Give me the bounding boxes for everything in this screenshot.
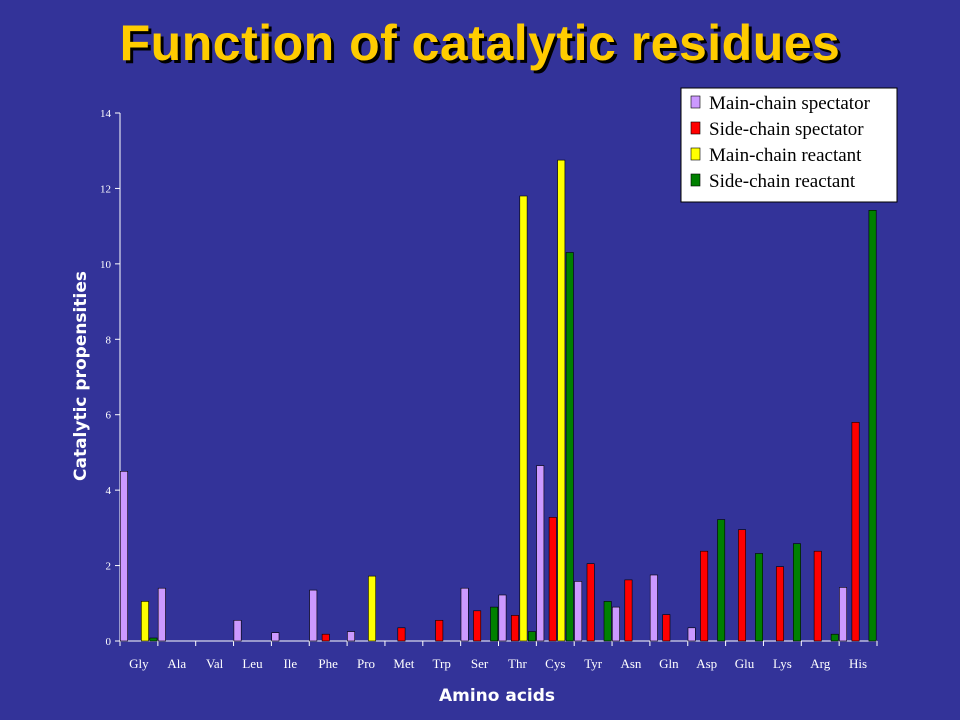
- y-tick-label: 4: [106, 485, 112, 497]
- x-tick-label: Thr: [508, 656, 527, 671]
- x-tick-label: Gln: [659, 656, 679, 671]
- legend-label: Side-chain spectator: [709, 119, 864, 140]
- bar-side-chain-reactant-ser: [490, 606, 499, 642]
- bar-main-chain-spectator-ile: [271, 632, 280, 642]
- bar-main-chain-spectator-gly: [120, 470, 128, 642]
- legend-label: Main-chain reactant: [709, 145, 862, 166]
- bar-main-chain-reactant-gly: [141, 601, 149, 642]
- legend: Main-chain spectator Side-chain spectator…: [680, 87, 898, 203]
- bar-side-chain-spectator-asp: [700, 550, 709, 642]
- bar-main-chain-reactant-thr: [519, 195, 528, 642]
- x-tick-label: Lys: [773, 656, 792, 671]
- bar-main-chain-spectator-tyr: [574, 581, 583, 642]
- bar-main-chain-reactant-pro: [368, 575, 376, 642]
- x-tick-label: Met: [393, 656, 414, 671]
- x-tick-label: Ile: [283, 656, 297, 671]
- legend-label: Side-chain reactant: [709, 171, 856, 192]
- bar-side-chain-spectator-asn: [624, 579, 633, 642]
- x-tick-label: Asp: [696, 656, 717, 671]
- x-tick-label: Pro: [357, 656, 375, 671]
- y-tick-label: 6: [106, 410, 112, 422]
- bar-main-chain-spectator-thr: [498, 594, 507, 642]
- x-tick-label: Ala: [167, 656, 186, 671]
- bar-side-chain-spectator-gln: [662, 614, 671, 642]
- x-tick-label: Leu: [242, 656, 263, 671]
- bar-main-chain-spectator-cys: [536, 465, 545, 642]
- y-tick-label: 14: [100, 108, 112, 120]
- x-tick-label: Val: [206, 656, 224, 671]
- bar-main-chain-spectator-gln: [649, 574, 658, 642]
- legend-swatch: [690, 121, 701, 135]
- legend-label: Main-chain spectator: [709, 93, 871, 114]
- y-tick-label: 0: [106, 636, 112, 648]
- bar-main-chain-spectator-ser: [460, 587, 469, 642]
- x-tick-label: Phe: [318, 656, 338, 671]
- bar-side-chain-spectator-ser: [473, 610, 482, 642]
- bar-side-chain-reactant-thr: [527, 631, 536, 642]
- bar-side-chain-reactant-lys: [792, 543, 801, 642]
- x-tick-label: Arg: [810, 656, 830, 671]
- bar-side-chain-reactant-tyr: [603, 601, 612, 642]
- x-tick-label: His: [849, 656, 867, 671]
- bar-main-chain-spectator-asp: [687, 627, 696, 642]
- bar-side-chain-spectator-glu: [738, 529, 747, 642]
- bar-side-chain-spectator-arg: [813, 550, 822, 642]
- bar-main-chain-reactant-cys: [557, 159, 566, 642]
- bar-side-chain-reactant-his: [868, 210, 877, 642]
- bar-main-chain-spectator-pro: [347, 631, 355, 642]
- legend-swatch: [690, 173, 701, 187]
- bar-side-chain-spectator-met: [397, 627, 406, 642]
- bar-main-chain-spectator-phe: [309, 589, 318, 642]
- x-axis: Gly Ala Val Leu Ile Phe Pro Met Trp Ser Thr Cys Tyr A…: [119, 640, 878, 671]
- x-axis-title: Amino acids: [439, 686, 555, 706]
- x-tick-label: Asn: [620, 656, 641, 671]
- bar-side-chain-spectator-cys: [548, 516, 557, 642]
- bar-side-chain-reactant-glu: [755, 553, 764, 642]
- y-axis-title: Catalytic propensities: [71, 271, 91, 481]
- y-tick-label: 2: [106, 561, 112, 573]
- y-tick-label: 10: [100, 259, 112, 271]
- x-tick-label: Ser: [471, 656, 489, 671]
- y-axis: 0 2 4 6 8 10 12 14: [100, 108, 121, 648]
- bar-side-chain-spectator-trp: [435, 619, 444, 642]
- x-tick-label: Gly: [129, 656, 149, 671]
- bar-main-chain-spectator-asn: [611, 606, 620, 642]
- bar-side-chain-spectator-his: [851, 421, 860, 642]
- bar-side-chain-spectator-tyr: [586, 563, 595, 642]
- y-tick-label: 8: [106, 334, 112, 346]
- bar-side-chain-spectator-lys: [775, 566, 784, 642]
- bar-main-chain-spectator-his: [839, 587, 848, 642]
- legend-swatch: [690, 147, 701, 161]
- x-tick-label: Tyr: [584, 656, 603, 671]
- bar-main-chain-spectator-ala: [157, 587, 166, 642]
- bar-side-chain-reactant-asp: [717, 519, 726, 642]
- x-tick-label: Glu: [735, 656, 755, 671]
- bar-main-chain-spectator-leu: [233, 619, 242, 642]
- bar-side-chain-spectator-thr: [510, 615, 519, 642]
- x-tick-label: Cys: [545, 656, 565, 671]
- page-title: Function of catalytic residues: [119, 15, 841, 71]
- bars: [120, 159, 877, 642]
- bar-side-chain-reactant-cys: [565, 252, 574, 642]
- bar-side-chain-reactant-arg: [830, 633, 839, 642]
- y-tick-label: 12: [100, 183, 111, 195]
- legend-box: [680, 87, 898, 203]
- bar-side-chain-spectator-phe: [321, 633, 330, 642]
- x-tick-label: Trp: [433, 656, 451, 671]
- legend-swatch: [690, 95, 701, 109]
- bar-side-chain-reactant-gly: [149, 637, 158, 642]
